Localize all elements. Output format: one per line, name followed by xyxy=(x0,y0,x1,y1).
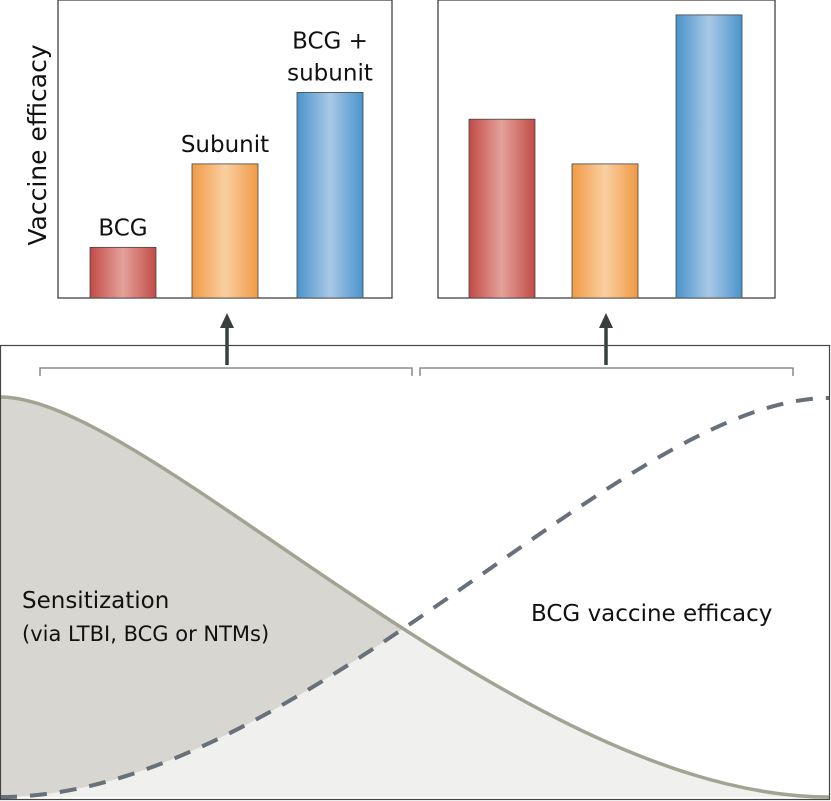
sensitization-sublabel: (via LTBI, BCG or NTMs) xyxy=(22,622,269,646)
bar-label: BCG + xyxy=(292,28,368,54)
bar-bcg-subunit xyxy=(296,91,364,299)
bracket-left xyxy=(39,367,413,376)
bar-bcg xyxy=(468,118,536,299)
sensitization-label: Sensitization xyxy=(22,588,169,614)
bcg-efficacy-curve xyxy=(0,396,830,799)
bar-chart-right xyxy=(437,0,776,299)
bar-subunit xyxy=(191,163,259,299)
bar-bcg-subunit xyxy=(675,14,743,299)
arrow-up-left xyxy=(220,313,234,365)
bar-label: BCG xyxy=(98,215,147,241)
bar-label: subunit xyxy=(287,60,373,86)
sensitization-curve xyxy=(0,395,830,799)
panel-frame xyxy=(0,344,831,801)
curve-panel: Sensitization (via LTBI, BCG or NTMs) BC… xyxy=(0,344,831,801)
bcg-efficacy-label: BCG vaccine efficacy xyxy=(531,601,772,627)
bar-chart-left: Vaccine efficacy BCG Subunit BCG + subunit xyxy=(23,0,393,299)
y-axis-label: Vaccine efficacy xyxy=(23,44,52,245)
arrow-up-right xyxy=(599,313,613,365)
bracket-right xyxy=(419,367,794,376)
bar-label: Subunit xyxy=(181,132,269,158)
bar-subunit xyxy=(571,163,639,299)
bar-bcg xyxy=(89,246,157,299)
